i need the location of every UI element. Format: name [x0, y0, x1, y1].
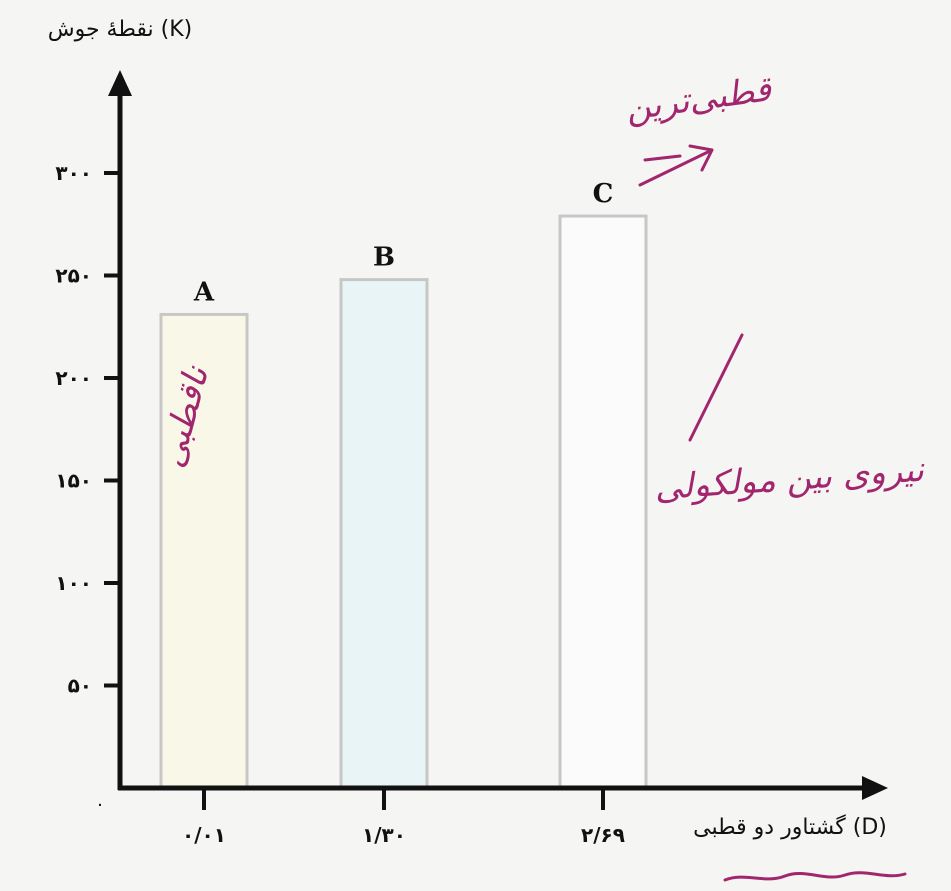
annotation-intermolecular-slash: [688, 333, 744, 442]
annotation-most-polar-arrow: [638, 144, 714, 187]
y-tick-label-50: ۵۰: [68, 674, 92, 698]
x-tick-label-2: ۲/۶۹: [581, 823, 625, 847]
annotation-intermolecular-text: نیروی بین مولکولی: [653, 450, 927, 509]
annotation-intermolecular: نیروی بین مولکولی: [653, 333, 927, 509]
y-tick-label-300: ۳۰۰: [55, 161, 92, 185]
y-axis-title: نقطهٔ جوش (K): [48, 17, 193, 42]
axes-layer: [108, 70, 888, 800]
annotation-most-polar-dash: [643, 154, 682, 162]
bar-c: [558, 214, 648, 790]
y-tick-label-150: ۱۵۰: [55, 469, 92, 493]
x-ticks-layer: ۰/۰۱ ۱/۳۰ ۲/۶۹: [182, 788, 625, 847]
origin-label: ۰: [95, 794, 105, 815]
x-axis-arrow: [862, 776, 888, 800]
y-axis-arrow: [108, 70, 132, 96]
annotation-most-polar-text: قطبی‌ترین: [623, 69, 775, 129]
annotation-most-polar: قطبی‌ترین: [623, 69, 775, 187]
bar-b: [339, 278, 429, 790]
y-tick-label-200: ۲۰۰: [55, 366, 92, 390]
bar-label-c: C: [593, 179, 614, 209]
bar-label-a: A: [193, 277, 215, 307]
x-tick-label-0: ۰/۰۱: [182, 823, 226, 847]
y-ticks-layer: ۵۰ ۱۰۰ ۱۵۰ ۲۰۰ ۲۵۰ ۳۰۰: [55, 161, 120, 698]
bar-label-b: B: [373, 243, 395, 273]
bars-layer: A B C: [159, 179, 648, 790]
x-tick-label-1: ۱/۳۰: [362, 823, 406, 847]
y-tick-label-250: ۲۵۰: [55, 264, 92, 288]
y-tick-label-100: ۱۰۰: [55, 571, 92, 595]
x-axis-title-underline: [723, 871, 907, 882]
x-axis-title: گشتاور دو قطبی (D): [693, 814, 887, 840]
bar-a: [159, 312, 249, 790]
